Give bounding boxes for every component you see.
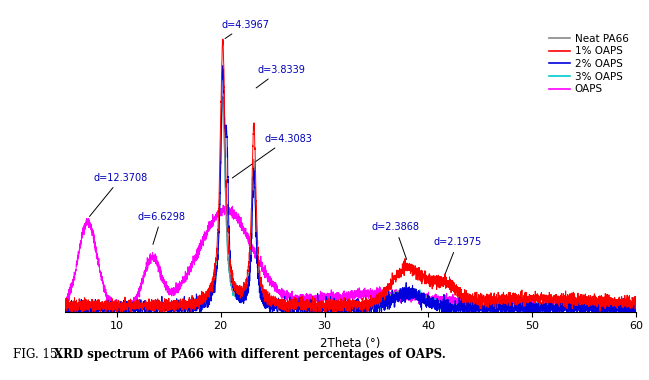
X-axis label: 2Theta (°): 2Theta (°): [320, 337, 381, 350]
2% OAPS: [61, 309, 69, 314]
OAPS: [632, 301, 640, 305]
Neat PA66: [404, 285, 411, 290]
1% OAPS: [433, 273, 441, 278]
Neat PA66: [531, 306, 539, 311]
3% OAPS: [433, 305, 441, 310]
2% OAPS: [531, 304, 539, 308]
OAPS: [531, 306, 539, 310]
OAPS: [522, 309, 530, 314]
Text: d=2.1975: d=2.1975: [434, 237, 482, 274]
1% OAPS: [487, 297, 495, 301]
Neat PA66: [432, 302, 440, 306]
Text: d=12.3708: d=12.3708: [90, 173, 148, 217]
2% OAPS: [433, 303, 441, 308]
Line: OAPS: OAPS: [65, 204, 636, 312]
3% OAPS: [531, 308, 539, 313]
3% OAPS: [61, 302, 69, 307]
3% OAPS: [404, 291, 411, 296]
1% OAPS: [61, 303, 69, 307]
1% OAPS: [219, 37, 227, 41]
Neat PA66: [279, 303, 287, 307]
3% OAPS: [219, 97, 227, 101]
Legend: Neat PA66, 1% OAPS, 2% OAPS, 3% OAPS, OAPS: Neat PA66, 1% OAPS, 2% OAPS, 3% OAPS, OA…: [545, 30, 633, 98]
Text: d=2.3868: d=2.3868: [371, 222, 419, 260]
OAPS: [487, 301, 495, 306]
2% OAPS: [632, 309, 640, 314]
OAPS: [404, 292, 411, 296]
3% OAPS: [65, 309, 73, 314]
Neat PA66: [61, 305, 69, 310]
Text: d=4.3083: d=4.3083: [232, 134, 312, 178]
Neat PA66: [219, 94, 227, 99]
3% OAPS: [165, 303, 173, 308]
Neat PA66: [632, 308, 640, 313]
2% OAPS: [219, 63, 227, 68]
Text: d=6.6298: d=6.6298: [138, 212, 186, 244]
Text: XRD spectrum of PA66 with different percentages of OAPS.: XRD spectrum of PA66 with different perc…: [54, 348, 446, 361]
1% OAPS: [632, 299, 640, 303]
Text: d=3.8339: d=3.8339: [256, 65, 305, 88]
Neat PA66: [487, 306, 495, 311]
1% OAPS: [67, 309, 75, 314]
1% OAPS: [531, 295, 539, 300]
2% OAPS: [280, 304, 288, 308]
OAPS: [61, 301, 69, 306]
2% OAPS: [487, 308, 495, 313]
Line: 3% OAPS: 3% OAPS: [65, 99, 636, 312]
OAPS: [432, 293, 440, 297]
3% OAPS: [632, 300, 640, 304]
OAPS: [224, 202, 232, 207]
Neat PA66: [548, 309, 556, 314]
Line: 2% OAPS: 2% OAPS: [65, 66, 636, 312]
Line: 1% OAPS: 1% OAPS: [65, 39, 636, 312]
1% OAPS: [404, 269, 411, 273]
2% OAPS: [404, 294, 411, 299]
Text: FIG. 15.: FIG. 15.: [13, 348, 65, 361]
Line: Neat PA66: Neat PA66: [65, 97, 636, 312]
1% OAPS: [165, 298, 173, 302]
Neat PA66: [165, 306, 173, 310]
OAPS: [279, 294, 287, 298]
3% OAPS: [280, 299, 288, 304]
OAPS: [165, 290, 173, 294]
1% OAPS: [280, 297, 288, 301]
2% OAPS: [61, 299, 69, 303]
Text: d=4.3967: d=4.3967: [222, 20, 270, 38]
3% OAPS: [487, 307, 495, 312]
2% OAPS: [165, 304, 173, 309]
